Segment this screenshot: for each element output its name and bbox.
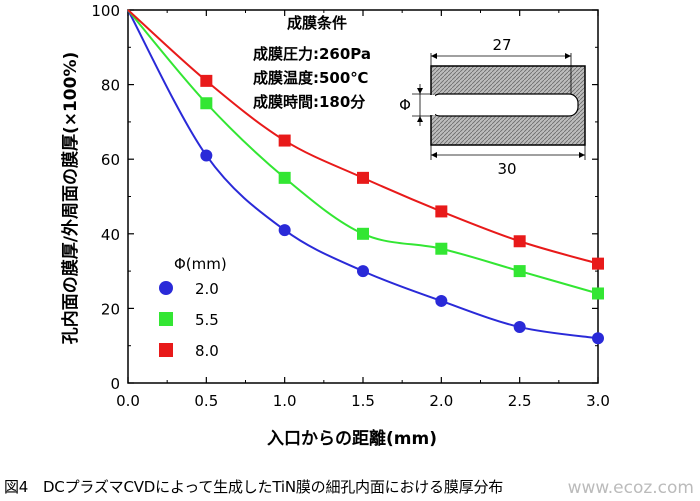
conditions-title: 成膜条件 xyxy=(287,14,347,32)
legend-title: Φ(mm) xyxy=(174,255,227,273)
point-2.0 xyxy=(435,294,448,307)
inset-hole-mouth xyxy=(429,95,435,115)
legend-marker-8.0 xyxy=(159,343,173,357)
point-5.5 xyxy=(513,265,526,278)
x-tick-label: 1.0 xyxy=(273,392,297,410)
y-tick-label: 0 xyxy=(110,375,120,393)
inset-phi-label: Φ xyxy=(399,96,411,114)
point-5.5 xyxy=(200,97,213,110)
x-tick-label: 2.5 xyxy=(508,392,532,410)
point-2.0 xyxy=(200,149,213,162)
inset-top-dim: 27 xyxy=(492,36,511,54)
conditions-time: 成膜時間:180分 xyxy=(253,93,365,111)
y-tick-label: 60 xyxy=(101,151,120,169)
point-8.0 xyxy=(357,171,369,184)
legend-marker-5.5 xyxy=(159,312,173,326)
y-tick-label: 80 xyxy=(101,77,120,95)
point-2.0 xyxy=(278,224,291,237)
point-8.0 xyxy=(278,134,291,147)
y-axis-title: 孔内面の膜厚/外周面の膜厚(×100%) xyxy=(60,52,81,345)
x-tick-label: 0.5 xyxy=(194,392,218,410)
point-8.0 xyxy=(200,74,213,87)
y-tick-label: 20 xyxy=(101,300,120,318)
watermark: www.ecoz.com xyxy=(567,478,694,498)
y-tick-label: 100 xyxy=(91,2,120,20)
legend-marker-2.0 xyxy=(159,281,173,295)
conditions-pressure: 成膜圧力:260Pa xyxy=(253,45,371,63)
inset-diagram: 27 30 Φ xyxy=(399,36,586,178)
point-2.0 xyxy=(513,321,526,334)
x-tick-label: 0.0 xyxy=(116,392,140,410)
legend-label-5.5: 5.5 xyxy=(195,311,219,329)
point-5.5 xyxy=(592,287,604,300)
point-5.5 xyxy=(278,171,291,184)
point-5.5 xyxy=(357,227,369,240)
x-tick-label: 1.5 xyxy=(351,392,375,410)
point-8.0 xyxy=(592,257,604,270)
point-5.5 xyxy=(435,242,448,255)
figure-caption: 図4 DCプラズマCVDによって生成したTiN膜の細孔内面における膜厚分布 xyxy=(4,478,504,496)
y-tick-label: 40 xyxy=(101,226,120,244)
point-2.0 xyxy=(357,265,369,278)
legend-label-8.0: 8.0 xyxy=(195,342,219,360)
x-tick-label: 2.0 xyxy=(429,392,453,410)
point-8.0 xyxy=(435,205,448,218)
x-axis-title: 入口からの距離(mm) xyxy=(267,428,437,449)
point-8.0 xyxy=(513,235,526,248)
point-2.0 xyxy=(592,332,604,345)
inset-hole xyxy=(430,93,579,117)
legend-label-2.0: 2.0 xyxy=(195,280,219,298)
conditions-temperature: 成膜温度:500℃ xyxy=(253,69,368,87)
inset-bottom-dim: 30 xyxy=(497,160,516,178)
x-tick-label: 3.0 xyxy=(586,392,610,410)
